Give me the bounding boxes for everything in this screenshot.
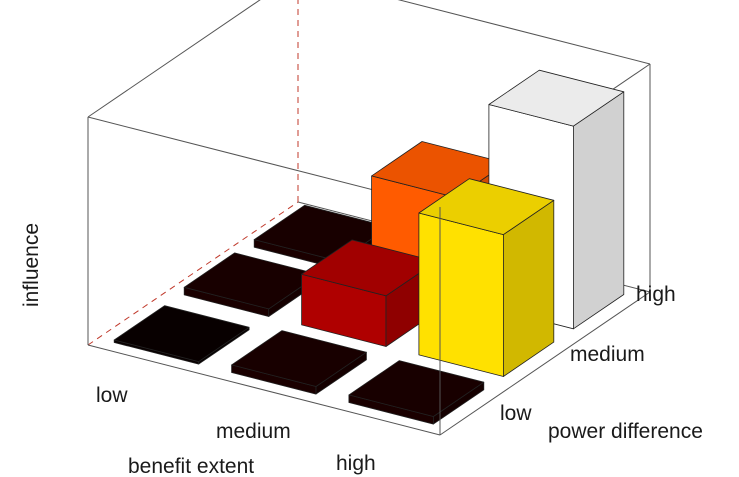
y-axis-label: power difference <box>548 420 703 443</box>
x-tick-label-high: high <box>336 452 376 475</box>
box-edge-floor-right <box>439 291 651 436</box>
bar-low-medium <box>183 252 320 317</box>
x-tick-label-low: low <box>96 384 128 407</box>
bar-high-medium <box>418 178 555 377</box>
x-axis-label: benefit extent <box>128 455 254 477</box>
y-tick-label-low: low <box>500 402 532 425</box>
bar-face-top <box>231 330 367 387</box>
bar-face-top <box>488 69 625 127</box>
bar-face-front <box>418 212 504 377</box>
box-edge-floor-front <box>87 344 441 436</box>
bar-medium-low <box>231 330 367 395</box>
y-tick-label-medium: medium <box>570 343 645 366</box>
box-edge-top-back <box>397 0 651 65</box>
bar-face-top <box>348 360 485 417</box>
bar-face-top <box>113 305 250 363</box>
y-tick-label-high: high <box>636 283 676 306</box>
bar-face-side <box>573 91 625 330</box>
bar-low-low <box>113 305 250 365</box>
box-edge-top-left <box>87 0 261 118</box>
z-axis-label: influence <box>20 223 43 307</box>
x-tick-label-medium: medium <box>216 420 291 443</box>
box-edge-floor-left <box>87 201 299 346</box>
bar-high-low <box>348 360 485 425</box>
bar-face-top <box>183 252 320 310</box>
bar-face-top <box>418 178 555 236</box>
